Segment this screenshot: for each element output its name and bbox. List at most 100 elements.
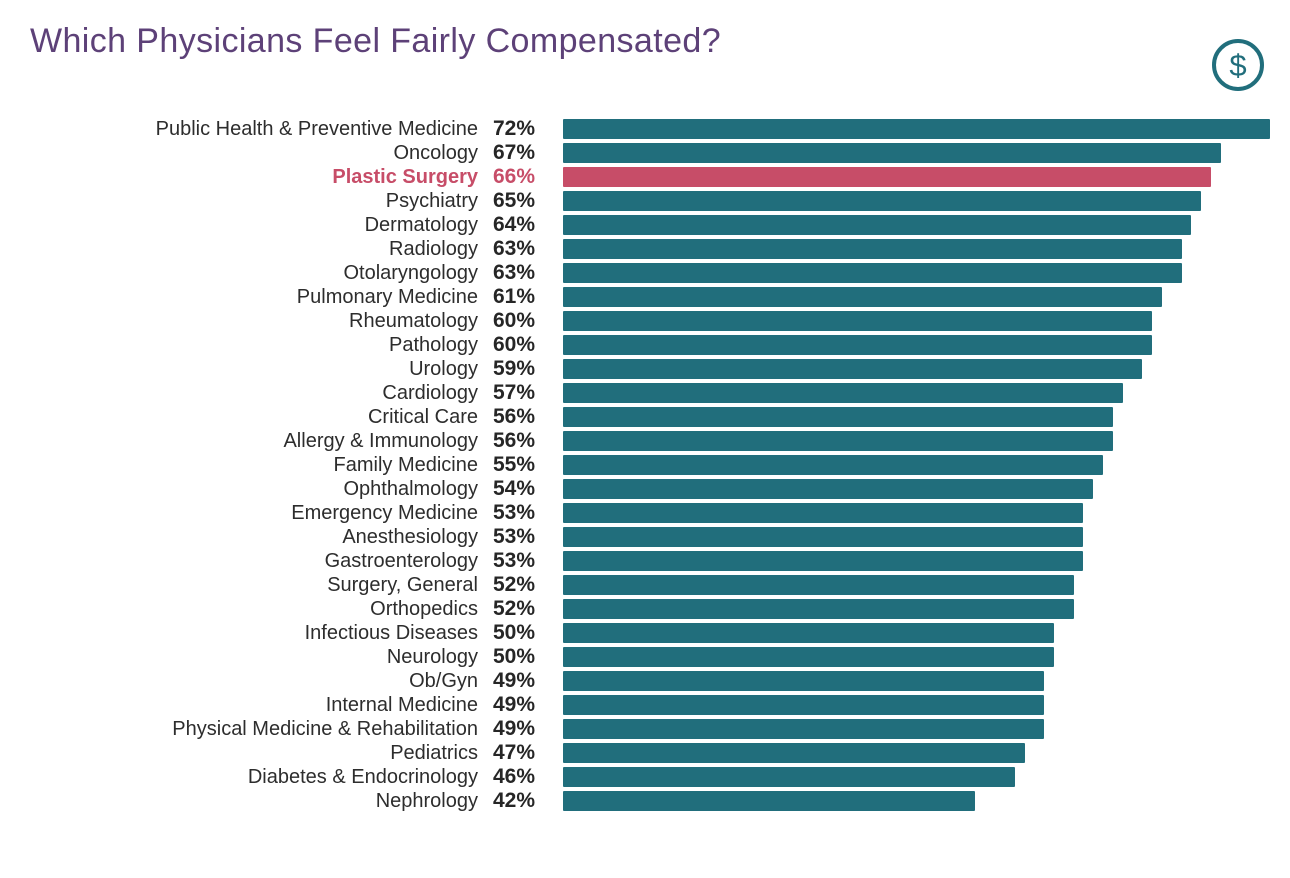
value-label: 61% bbox=[493, 285, 536, 308]
category-label: Anesthesiology bbox=[342, 526, 478, 548]
category-label: Internal Medicine bbox=[325, 694, 478, 716]
category-label: Pulmonary Medicine bbox=[296, 286, 478, 308]
category-label: Ob/Gyn bbox=[409, 670, 478, 692]
bar bbox=[563, 647, 1054, 667]
value-label: 50% bbox=[493, 621, 536, 644]
bar bbox=[563, 143, 1221, 163]
bar bbox=[563, 191, 1202, 211]
bar-track bbox=[563, 143, 1270, 163]
value-label: 50% bbox=[493, 645, 536, 668]
bar-track bbox=[563, 743, 1270, 763]
chart-row: Pathology 60% bbox=[30, 333, 1270, 357]
value-label: 57% bbox=[493, 381, 536, 404]
dollar-symbol: $ bbox=[1229, 47, 1247, 83]
bar-track bbox=[563, 407, 1270, 427]
bar bbox=[563, 575, 1074, 595]
value-label: 64% bbox=[493, 213, 536, 236]
bar-track bbox=[563, 215, 1270, 235]
value-label: 60% bbox=[493, 333, 536, 356]
bar bbox=[563, 167, 1212, 187]
bar bbox=[563, 215, 1192, 235]
category-label: Emergency Medicine bbox=[291, 502, 478, 524]
chart-row: Neurology 50% bbox=[30, 645, 1270, 669]
value-label: 55% bbox=[493, 453, 536, 476]
value-label: 52% bbox=[493, 573, 536, 596]
chart-row: Orthopedics 52% bbox=[30, 597, 1270, 621]
chart-row: Allergy & Immunology 56% bbox=[30, 429, 1270, 453]
category-label: Nephrology bbox=[375, 790, 478, 812]
bar-track bbox=[563, 335, 1270, 355]
chart-row: Gastroenterology 53% bbox=[30, 549, 1270, 573]
category-label: Gastroenterology bbox=[324, 550, 478, 572]
chart-row: Anesthesiology 53% bbox=[30, 525, 1270, 549]
chart-row: Cardiology 57% bbox=[30, 381, 1270, 405]
bar bbox=[563, 479, 1094, 499]
category-label: Plastic Surgery bbox=[332, 166, 478, 188]
bar bbox=[563, 335, 1153, 355]
bar-track bbox=[563, 695, 1270, 715]
category-label: Public Health & Preventive Medicine bbox=[155, 118, 478, 140]
bar bbox=[563, 383, 1123, 403]
chart-row: Pulmonary Medicine 61% bbox=[30, 285, 1270, 309]
bar bbox=[563, 743, 1025, 763]
bar-track bbox=[563, 359, 1270, 379]
bar-track bbox=[563, 575, 1270, 595]
value-label: 47% bbox=[493, 741, 536, 764]
chart-row: Oncology 67% bbox=[30, 141, 1270, 165]
chart-row: Diabetes & Endocrinology 46% bbox=[30, 765, 1270, 789]
bar-track bbox=[563, 431, 1270, 451]
value-label: 42% bbox=[493, 789, 536, 812]
chart-row: Infectious Diseases 50% bbox=[30, 621, 1270, 645]
bar-track bbox=[563, 455, 1270, 475]
value-label: 67% bbox=[493, 141, 536, 164]
category-label: Family Medicine bbox=[333, 454, 478, 476]
category-label: Pathology bbox=[389, 334, 478, 356]
category-label: Cardiology bbox=[382, 382, 478, 404]
value-label: 59% bbox=[493, 357, 536, 380]
category-label: Neurology bbox=[386, 646, 478, 668]
bar-track bbox=[563, 191, 1270, 211]
value-label: 49% bbox=[493, 693, 536, 716]
value-label: 56% bbox=[493, 429, 536, 452]
category-label: Dermatology bbox=[364, 214, 478, 236]
category-label: Pediatrics bbox=[390, 742, 478, 764]
category-label: Psychiatry bbox=[385, 190, 478, 212]
bar bbox=[563, 407, 1113, 427]
chart-row: Physical Medicine & Rehabilitation 49% bbox=[30, 717, 1270, 741]
bar bbox=[563, 359, 1143, 379]
category-label: Allergy & Immunology bbox=[283, 430, 478, 452]
category-label: Ophthalmology bbox=[343, 478, 478, 500]
chart-row: Family Medicine 55% bbox=[30, 453, 1270, 477]
bar bbox=[563, 431, 1113, 451]
category-label: Orthopedics bbox=[370, 598, 478, 620]
chart-row: Nephrology 42% bbox=[30, 789, 1270, 813]
value-label: 49% bbox=[493, 717, 536, 740]
value-label: 54% bbox=[493, 477, 536, 500]
bar-track bbox=[563, 167, 1270, 187]
category-label: Surgery, General bbox=[327, 574, 478, 596]
bar-track bbox=[563, 719, 1270, 739]
bar bbox=[563, 695, 1045, 715]
bar bbox=[563, 767, 1015, 787]
category-label: Infectious Diseases bbox=[304, 622, 478, 644]
category-label: Radiology bbox=[389, 238, 478, 260]
bar bbox=[563, 311, 1153, 331]
bar-track bbox=[563, 623, 1270, 643]
chart-row: Surgery, General 52% bbox=[30, 573, 1270, 597]
bar-track bbox=[563, 311, 1270, 331]
bar-track bbox=[563, 599, 1270, 619]
chart-row: Pediatrics 47% bbox=[30, 741, 1270, 765]
bar bbox=[563, 551, 1084, 571]
value-label: 46% bbox=[493, 765, 536, 788]
chart-row: Ophthalmology 54% bbox=[30, 477, 1270, 501]
category-label: Critical Care bbox=[367, 406, 478, 428]
value-label: 60% bbox=[493, 309, 536, 332]
dollar-icon: $ bbox=[1212, 39, 1264, 91]
bar bbox=[563, 599, 1074, 619]
value-label: 65% bbox=[493, 189, 536, 212]
bar-track bbox=[563, 119, 1270, 139]
bar-track bbox=[563, 503, 1270, 523]
chart-row: Urology 59% bbox=[30, 357, 1270, 381]
bar-track bbox=[563, 791, 1270, 811]
